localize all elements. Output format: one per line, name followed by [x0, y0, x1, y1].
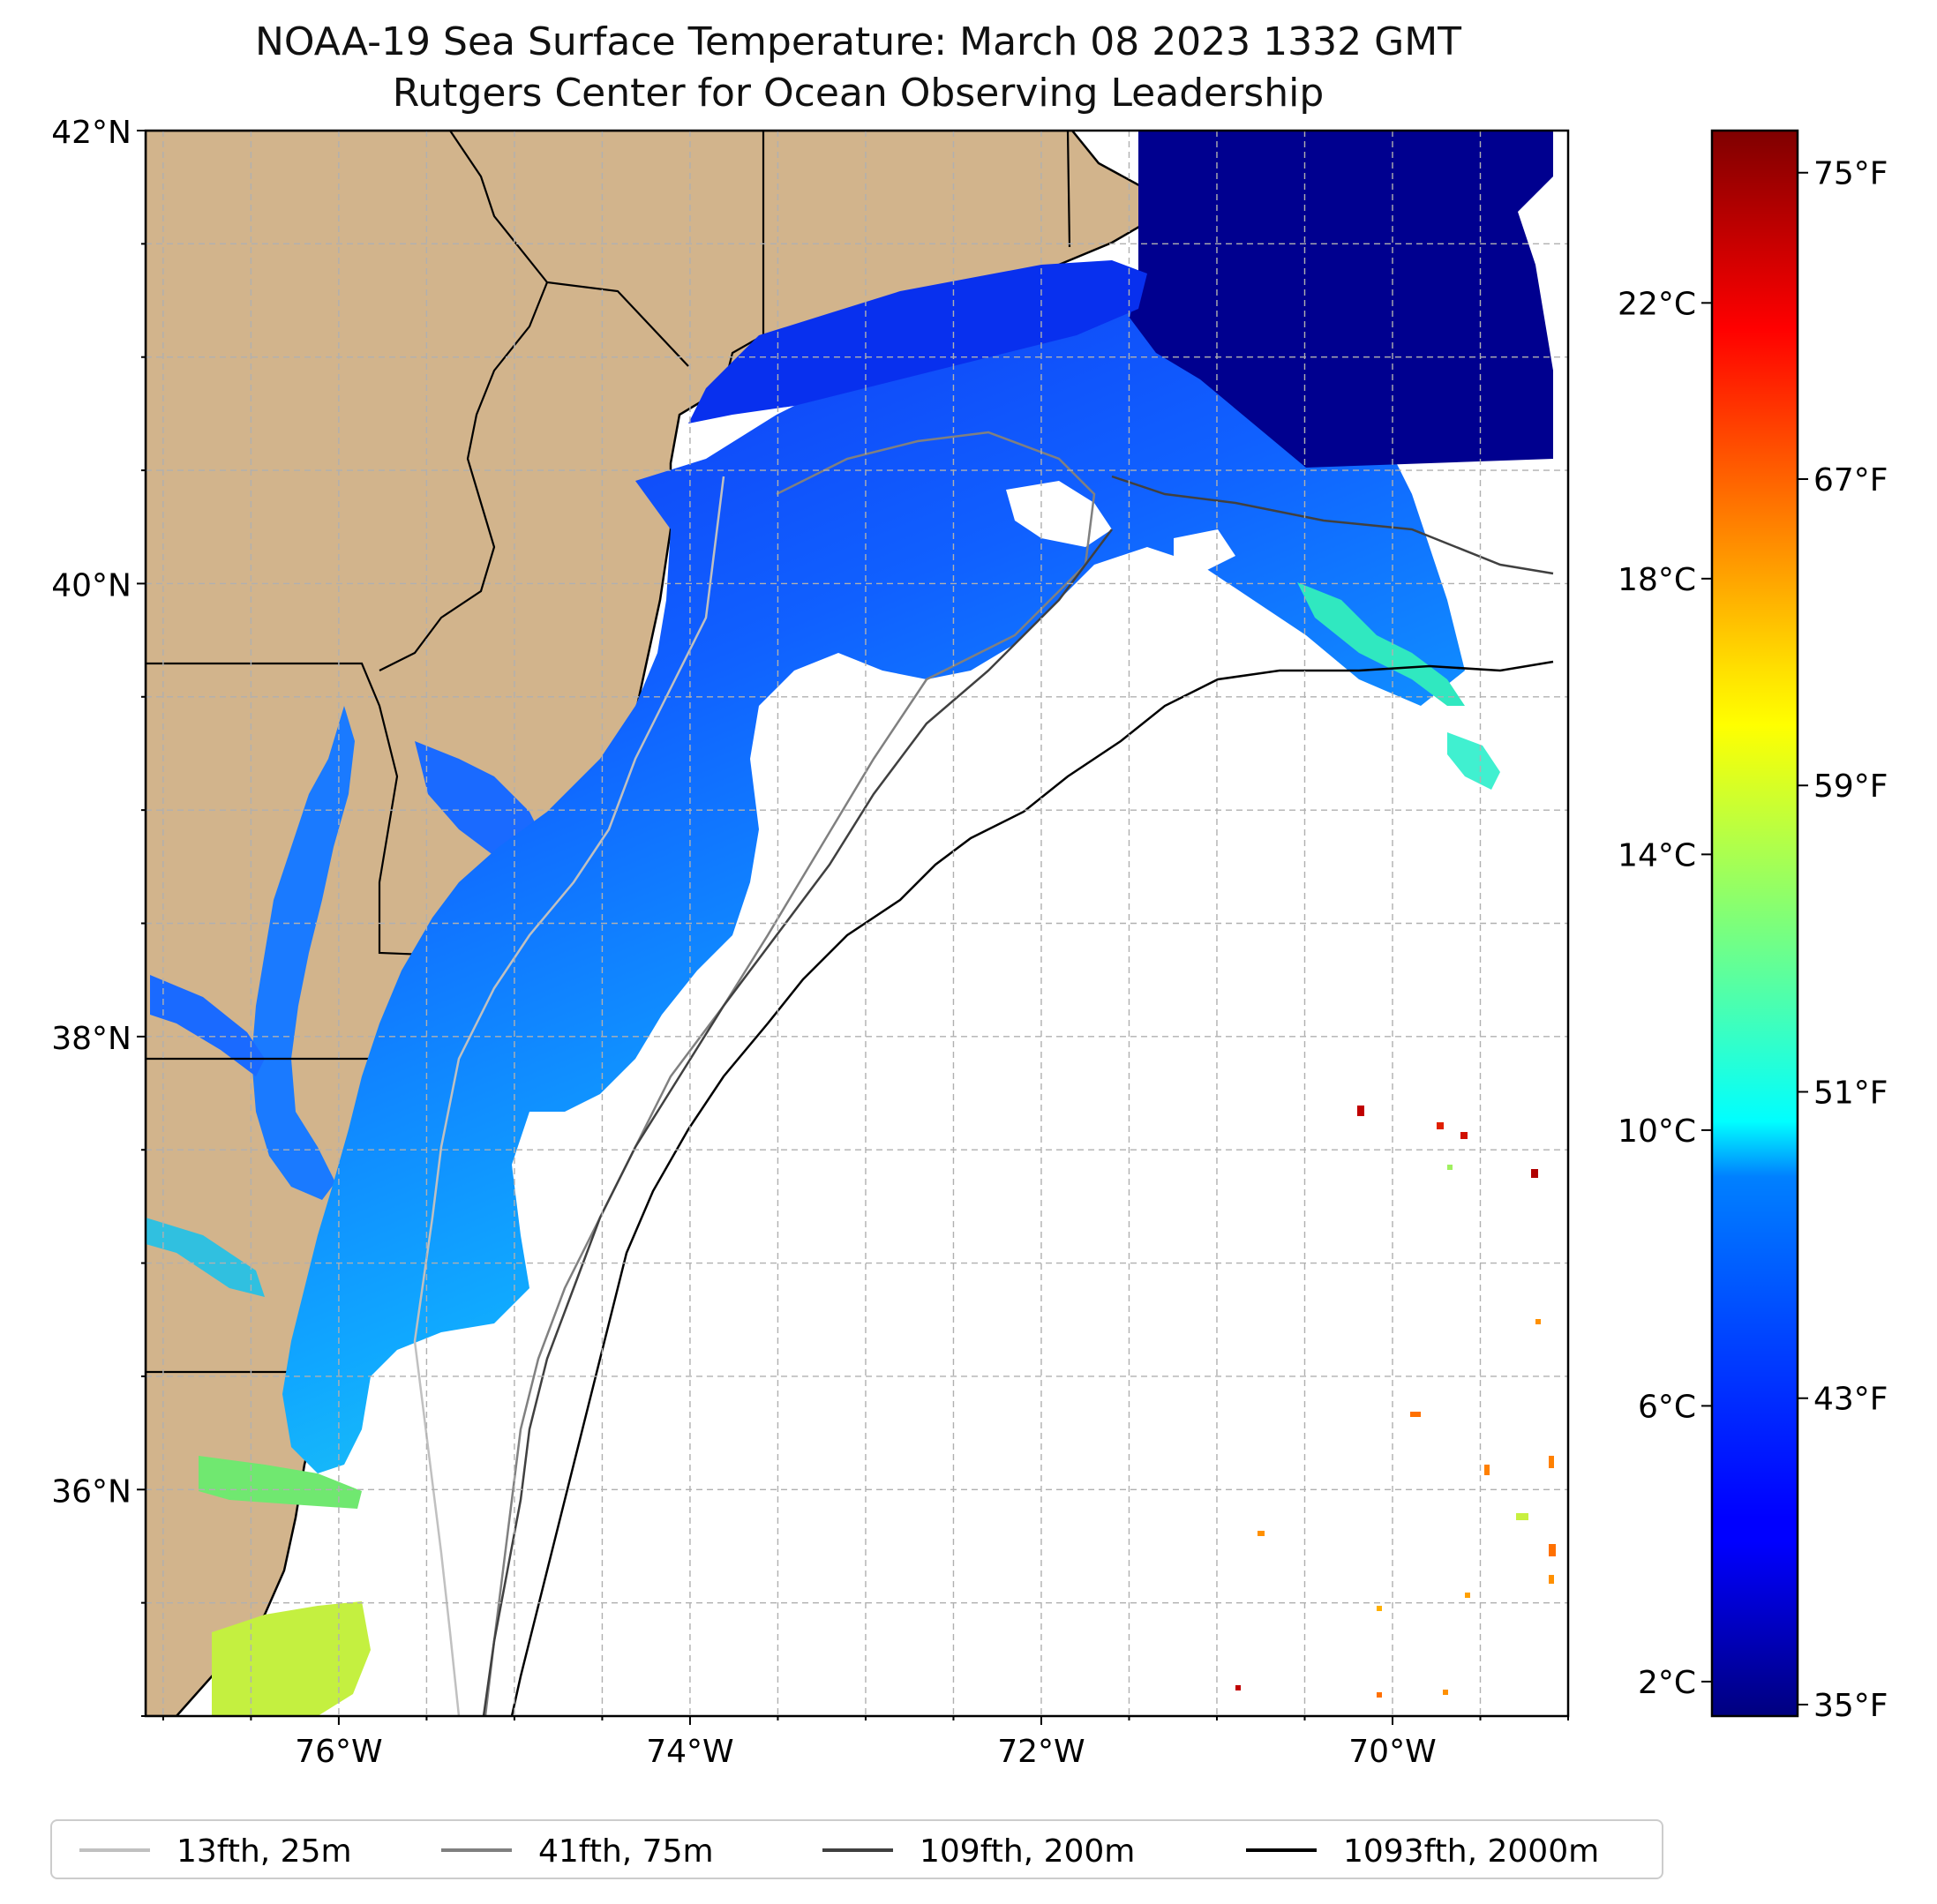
- contour-200m: [482, 475, 1554, 1716]
- gridlines: [146, 131, 1568, 1716]
- fahrenheit-tick-label: 75°F: [1813, 156, 1888, 192]
- contour-2000m: [510, 660, 1554, 1716]
- colorbar-ticks: 2°C 6°C 10°C 14°C 18°C 22°C 35°F 43°F 51°F 59°F 67…: [1618, 156, 1888, 1724]
- sst-shelf-water: [282, 274, 1465, 1473]
- celsius-tick-label: 18°C: [1618, 562, 1696, 598]
- figure-subtitle: Rutgers Center for Ocean Observing Leade…: [392, 71, 1325, 116]
- sst-warm-streak: [1297, 582, 1465, 706]
- lon-tick-label: 76°W: [295, 1734, 382, 1770]
- james-river: [146, 1218, 265, 1297]
- legend-box: [50, 1819, 1663, 1879]
- sst-cold-nearshore: [688, 260, 1147, 424]
- celsius-tick-label: 2°C: [1638, 1665, 1696, 1701]
- chesapeake-bay: [252, 706, 355, 1200]
- lon-tick-label: 72°W: [997, 1734, 1085, 1770]
- colorbar: 2°C 6°C 10°C 14°C 18°C 22°C 35°F 43°F 51°F 59°F 67…: [1618, 129, 1888, 1724]
- lat-tick-label: 38°N: [51, 1021, 131, 1057]
- potomac-river: [150, 975, 265, 1076]
- bathymetry-contours: [413, 431, 1554, 1716]
- figure-title: NOAA-19 Sea Surface Temperature: March 0…: [254, 19, 1462, 64]
- lat-tick-label: 36°N: [51, 1473, 131, 1510]
- celsius-tick-label: 14°C: [1618, 837, 1696, 873]
- fahrenheit-tick-label: 35°F: [1813, 1688, 1888, 1724]
- axis-ticks: 42°N 40°N 38°N 36°N 76°W 74°W 72°W 70°W: [51, 115, 1569, 1770]
- offshore-warm-pixels: [1235, 1106, 1556, 1698]
- albemarle-sound: [199, 1456, 362, 1509]
- lon-tick-label: 70°W: [1348, 1734, 1436, 1770]
- fahrenheit-tick-label: 43°F: [1813, 1382, 1888, 1418]
- lat-tick-label: 40°N: [51, 567, 131, 603]
- celsius-tick-label: 22°C: [1618, 286, 1696, 322]
- celsius-tick-label: 6°C: [1638, 1389, 1696, 1425]
- fahrenheit-tick-label: 67°F: [1813, 462, 1888, 498]
- cloud-gap: [1006, 481, 1112, 547]
- fahrenheit-tick-label: 59°F: [1813, 768, 1888, 805]
- contour-25m: [413, 476, 725, 1716]
- celsius-tick-label: 10°C: [1618, 1113, 1696, 1150]
- sst-cold-northeast: [1130, 131, 1553, 468]
- sst-warm-patch: [1447, 732, 1500, 790]
- cloud-gap: [1174, 529, 1235, 573]
- lon-tick-label: 74°W: [646, 1734, 733, 1770]
- contour-75m: [484, 431, 1096, 1716]
- fahrenheit-tick-label: 51°F: [1813, 1075, 1888, 1111]
- map-area: [146, 131, 1568, 1716]
- colorbar-gradient: [1710, 129, 1799, 1718]
- lat-tick-label: 42°N: [51, 115, 131, 151]
